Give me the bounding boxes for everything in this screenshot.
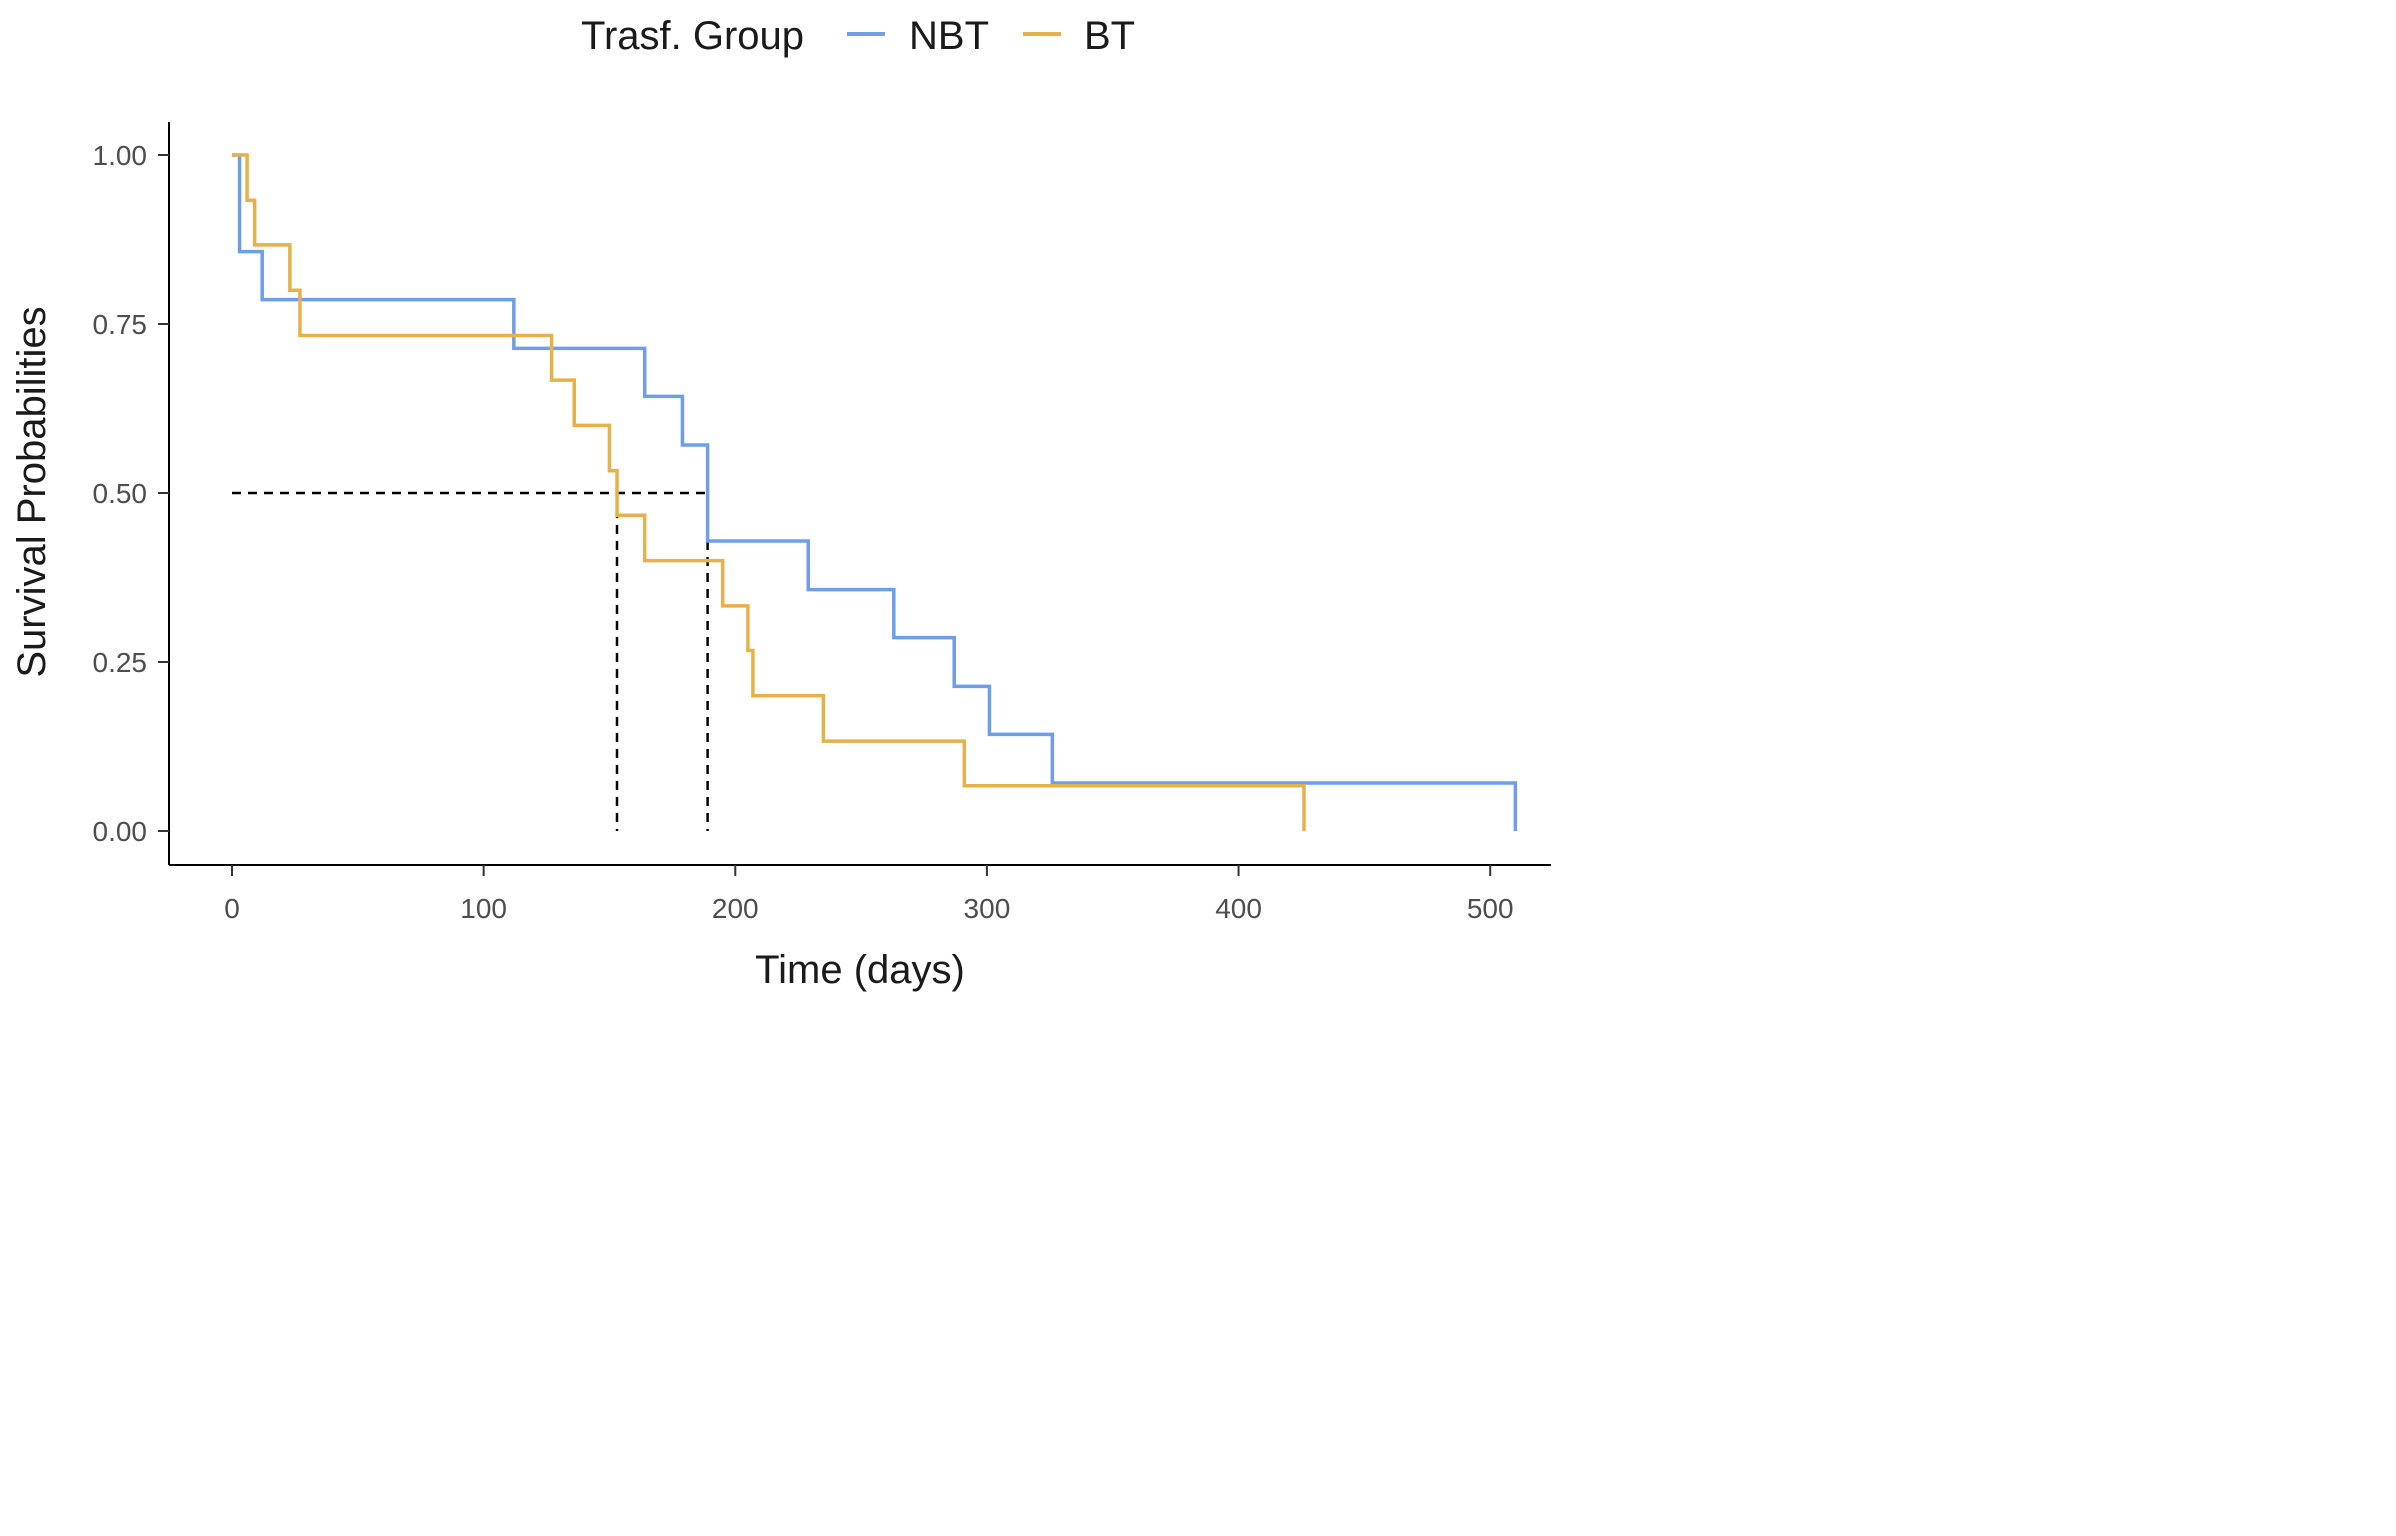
y-tick-label: 0.75 xyxy=(93,309,148,340)
x-tick-label: 400 xyxy=(1215,893,1262,924)
x-axis-title: Time (days) xyxy=(755,948,965,992)
y-tick-label: 0.50 xyxy=(93,478,148,509)
x-tick-label: 0 xyxy=(224,893,240,924)
y-axis-ticks: 0.00 0.25 0.50 0.75 1.00 xyxy=(93,140,169,847)
survival-curve-bt xyxy=(232,153,1306,831)
legend-label-bt: BT xyxy=(1084,14,1135,58)
legend-title: Trasf. Group xyxy=(581,14,804,58)
survival-curves xyxy=(232,153,1518,831)
legend: Trasf. Group NBT BT xyxy=(581,14,1135,58)
y-tick-label: 0.25 xyxy=(93,647,148,678)
y-tick-label: 0.00 xyxy=(93,816,148,847)
legend-label-nbt: NBT xyxy=(909,14,989,58)
x-tick-label: 200 xyxy=(712,893,759,924)
km-survival-chart: Trasf. Group NBT BT 0 100 200 300 400 500 0.0… xyxy=(10,14,1551,992)
y-tick-label: 1.00 xyxy=(93,140,148,171)
x-tick-label: 100 xyxy=(460,893,507,924)
x-tick-label: 500 xyxy=(1467,893,1514,924)
survival-curve-nbt xyxy=(232,153,1518,831)
y-axis-title: Survival Probabilities xyxy=(10,306,54,677)
median-lines xyxy=(232,491,709,831)
x-tick-label: 300 xyxy=(964,893,1011,924)
x-axis-ticks: 0 100 200 300 400 500 xyxy=(224,865,1514,924)
